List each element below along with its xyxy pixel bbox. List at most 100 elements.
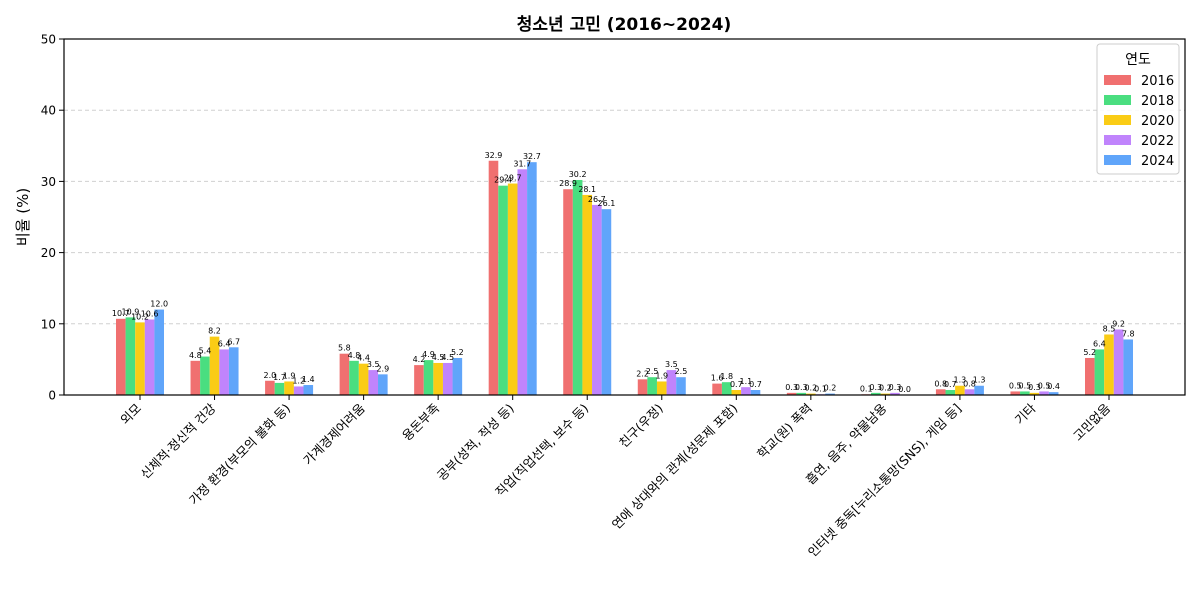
bar-value-label: 0.3 [795, 383, 808, 392]
legend-swatch-2016 [1104, 75, 1131, 85]
bar-value-label: 12.0 [150, 300, 168, 309]
bar-value-label: 0.5 [1038, 381, 1051, 390]
bar-2018 [1020, 391, 1030, 395]
bar-value-label: 10.2 [131, 312, 149, 321]
legend-swatch-2020 [1104, 115, 1131, 125]
bar-value-label: 26.7 [588, 195, 606, 204]
bar-value-label: 0.5 [1018, 381, 1031, 390]
legend-swatch-2018 [1104, 95, 1131, 105]
bar-value-label: 2.0 [264, 371, 277, 380]
bar-2020 [507, 183, 518, 395]
bar-value-label: 4.9 [422, 350, 435, 359]
bar-2022 [964, 389, 975, 395]
y-tick-label: 30 [41, 175, 56, 189]
bar-value-label: 0.3 [1028, 383, 1041, 392]
plot-frame [63, 38, 1186, 396]
bar-value-label: 31.7 [513, 159, 531, 168]
bar-2020 [880, 393, 891, 395]
bar-2018 [870, 392, 881, 395]
bar-2024 [825, 393, 835, 395]
x-tick-label: 외모 [117, 401, 144, 428]
bar-value-label: 0.7 [944, 380, 957, 389]
bar-value-label: 2.5 [675, 367, 688, 376]
bar-value-label: 1.7 [273, 373, 286, 382]
bars-layer [116, 160, 1133, 395]
bar-2016 [190, 360, 201, 395]
bar-2018 [125, 317, 136, 395]
bar-2024 [1123, 339, 1133, 395]
bar-2024 [452, 357, 463, 395]
bar-2020 [955, 385, 965, 395]
bar-2022 [741, 387, 751, 395]
bar-2022 [592, 204, 602, 395]
bar-2018 [1094, 349, 1105, 395]
legend-swatch-2022 [1104, 135, 1131, 145]
x-tick-label: 가계경제어려움 [300, 401, 368, 469]
bar-value-label: 5.8 [338, 344, 351, 353]
bar-2016 [563, 189, 573, 395]
x-tick-label: 용돈부족 [399, 401, 442, 444]
bar-value-label: 1.2 [292, 376, 305, 385]
bar-2016 [786, 392, 797, 395]
x-tick-label: 신체적·정신적 건강 [137, 400, 219, 482]
bar-value-label: 10.7 [112, 309, 130, 318]
bar-2018 [200, 356, 210, 395]
bar-2020 [806, 393, 816, 395]
bar-2024 [974, 385, 984, 395]
bar-2018 [349, 360, 359, 395]
legend-label-2024: 2024 [1141, 154, 1174, 169]
bar-2024 [750, 390, 761, 395]
bar-value-label: 0.0 [898, 385, 911, 394]
x-tick-label: 공부(성적, 적성 등) [434, 401, 517, 484]
bar-value-label: 0.2 [804, 384, 817, 393]
bar-2016 [712, 383, 722, 395]
legend: 연도 2016 2018 2020 2022 2024 [1096, 43, 1180, 175]
y-tick-label: 10 [41, 317, 56, 331]
bar-value-label: 1.9 [283, 371, 296, 380]
bar-value-label: 10.9 [121, 307, 139, 316]
bar-2018 [945, 390, 956, 395]
bar-2018 [498, 185, 508, 395]
bar-2022 [442, 362, 453, 395]
bar-2024 [303, 385, 314, 395]
bar-2018 [274, 382, 285, 395]
bar-value-label: 26.1 [598, 199, 616, 208]
bar-value-label: 28.1 [578, 185, 596, 194]
y-tick-label: 40 [41, 104, 56, 118]
bar-value-label: 4.4 [357, 354, 370, 363]
bar-value-label: 4.5 [441, 353, 454, 362]
y-tick-label: 50 [41, 33, 56, 47]
bar-value-label: 1.1 [740, 377, 753, 386]
bar-value-label: 10.6 [141, 310, 159, 319]
bar-value-label: 29.4 [494, 176, 512, 185]
bar-value-label: 5.2 [451, 348, 464, 357]
bar-2024 [228, 347, 239, 395]
y-tick-label: 20 [41, 246, 56, 260]
bar-value-label: 2.2 [636, 369, 649, 378]
bar-2022 [517, 169, 528, 395]
bar-value-label: 0.7 [730, 380, 743, 389]
y-tick-label: 0 [48, 389, 56, 403]
bar-value-label: 0.7 [749, 380, 762, 389]
bar-2016 [116, 318, 126, 395]
bar-value-label: 0.8 [934, 379, 947, 388]
bar-2022 [1113, 329, 1124, 395]
bar-value-label: 28.9 [559, 179, 577, 188]
bar-2018 [423, 360, 434, 395]
x-tick-label: 친구(우정) [616, 401, 666, 451]
y-axis-label: 비율 (%) [14, 188, 32, 246]
bar-value-label: 5.2 [1083, 348, 1096, 357]
bar-value-label: 0.3 [785, 383, 798, 392]
x-tick-label: 연애 상대와의 관계(성문제 포함) [609, 401, 741, 533]
bar-value-label: 1.9 [655, 371, 668, 380]
bar-value-label: 1.3 [973, 376, 986, 385]
bar-value-label: 1.8 [720, 372, 733, 381]
bar-value-label: 2.9 [376, 364, 389, 373]
bar-2024 [676, 377, 686, 395]
bar-2024 [154, 309, 164, 395]
bar-2018 [647, 377, 657, 395]
bar-value-label: 4.2 [413, 355, 426, 364]
value-labels-layer: 10.74.82.05.84.232.928.92.2 1.60.3 0.10.8 0… [112, 151, 1135, 394]
